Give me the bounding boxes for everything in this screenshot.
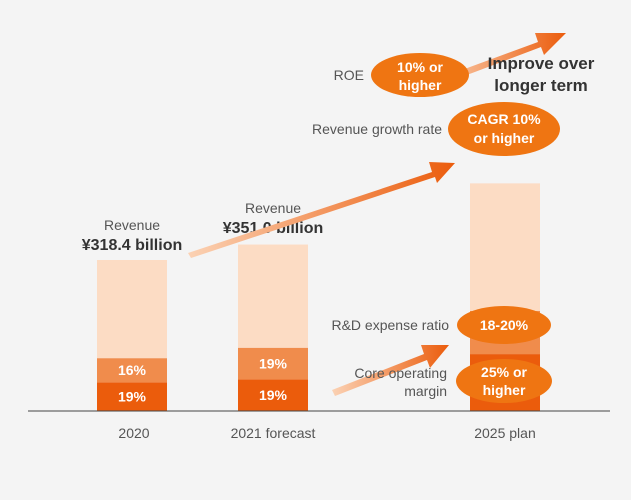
revenue-growth-arrow [188,162,455,258]
category-label-2025: 2025 plan [474,425,536,441]
bar-2020-seg-0-label: 19% [118,389,147,405]
roe-badge-line2: higher [399,77,442,93]
bar-2021-seg-0 [238,379,308,411]
revenue-growth-badge-line2: or higher [474,130,535,146]
bar-2020-seg-0 [97,382,167,411]
revenue-growth-label: Revenue growth rate [312,121,442,137]
goal-line2: longer term [494,76,588,95]
bar-2020-seg-2 [97,260,167,359]
margin-growth-arrow [332,345,449,396]
core-margin-badge [456,359,552,403]
revenue-value-2020: ¥318.4 billion [82,237,182,254]
revenue-label-2021: Revenue [245,200,301,216]
bar-2021-seg-0-label: 19% [259,387,288,403]
core-margin-badge-line2: higher [483,382,526,398]
bar-2021-seg-1-label: 19% [259,356,288,372]
core-margin-badge-line1: 25% or [481,364,527,380]
roe-badge-line1: 10% or [397,59,443,75]
core-margin-label-line2: margin [404,383,447,399]
rd-ratio-badge-text: 18-20% [480,317,529,333]
roe-label: ROE [334,67,364,83]
bar-2021-seg-2 [238,244,308,348]
bar-2025-seg-2 [470,183,540,311]
roe-badge [371,53,469,97]
revenue-growth-badge-line1: CAGR 10% [467,111,541,127]
rd-ratio-badge [457,306,551,344]
revenue-label-2020: Revenue [104,217,160,233]
bar-2020-seg-1 [97,358,167,383]
core-margin-label-line1: Core operating [354,365,447,381]
rd-ratio-label: R&D expense ratio [331,317,449,333]
bar-2021-seg-1 [238,347,308,380]
revenue-growth-badge [448,102,560,156]
category-label-2020: 2020 [118,425,149,441]
bar-2020-seg-1-label: 16% [118,362,147,378]
category-label-2021: 2021 forecast [231,425,316,441]
goal-line1: Improve over [488,54,595,73]
